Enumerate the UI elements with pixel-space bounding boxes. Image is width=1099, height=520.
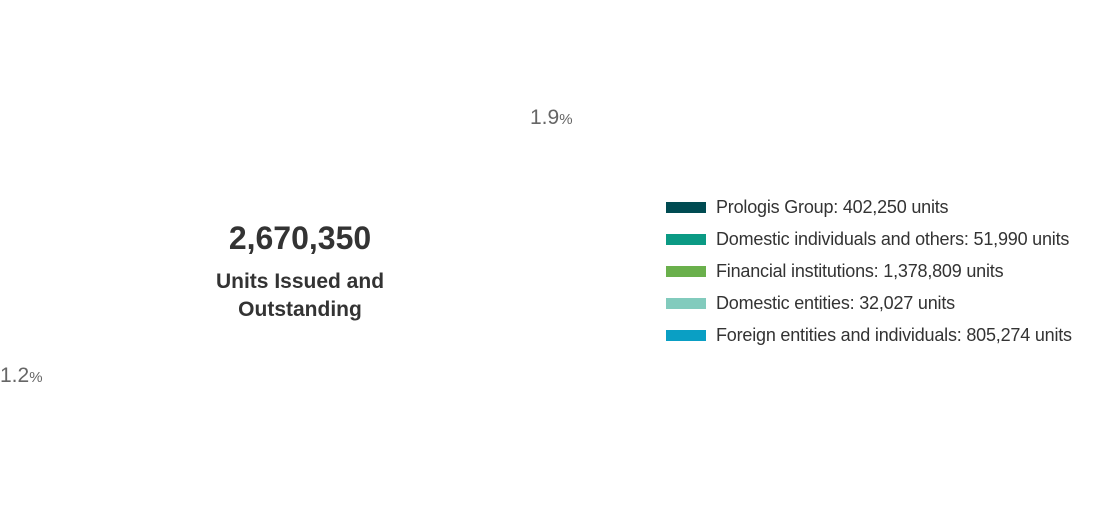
slice-unit: % <box>559 111 573 128</box>
total-units: 2,670,350 <box>228 220 372 256</box>
legend-item: Financial institutions: 1,378,809 units <box>666 259 1004 283</box>
slice-value: 1.9 <box>530 106 560 129</box>
legend-label: Financial institutions: 1,378,809 units <box>716 260 1004 281</box>
legend-swatch <box>666 265 706 277</box>
legend-label: Foreign entities and individuals: 805,27… <box>716 324 1072 345</box>
legend-item: Foreign entities and individuals: 805,27… <box>666 323 1072 347</box>
slice-label: 1.2% <box>0 364 43 388</box>
slice-unit: % <box>29 369 43 386</box>
legend-item: Domestic individuals and others: 51,990 … <box>666 227 1069 251</box>
legend-item: Domestic entities: 32,027 units <box>666 291 955 315</box>
legend-swatch <box>666 297 706 309</box>
slice-label: 1.9% <box>530 106 573 130</box>
legend-item: Prologis Group: 402,250 units <box>666 195 949 219</box>
legend-label: Prologis Group: 402,250 units <box>716 196 949 217</box>
legend-label: Domestic entities: 32,027 units <box>716 292 955 313</box>
legend-swatch <box>666 329 706 341</box>
legend-swatch <box>666 201 706 213</box>
legend-swatch <box>666 233 706 245</box>
center-label: Units Issued and Outstanding <box>215 270 385 321</box>
slice-value: 1.2 <box>0 364 30 387</box>
legend-label: Domestic individuals and others: 51,990 … <box>716 228 1070 249</box>
